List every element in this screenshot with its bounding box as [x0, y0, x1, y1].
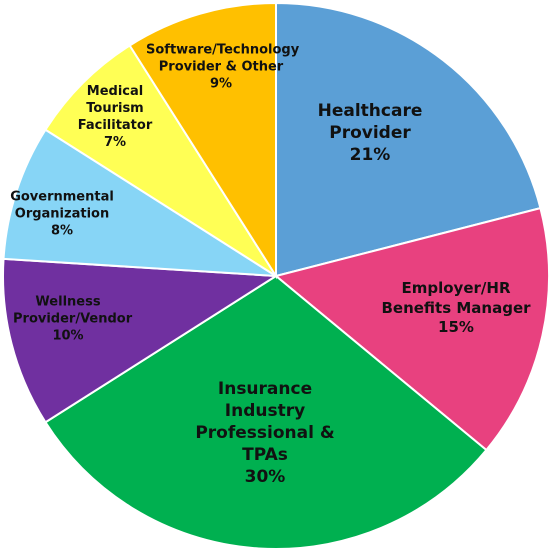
slice-label: Medical Tourism Facilitator 7% — [75, 84, 155, 152]
category-label: Medical Tourism Facilitator — [77, 84, 153, 133]
pie-slice — [44, 274, 488, 550]
pie-slice — [44, 44, 277, 277]
pie-slice — [2, 257, 280, 424]
pie-slice — [2, 128, 277, 277]
value-label: 8% — [50, 223, 74, 239]
category-label: Insurance Industry Professional & TPAs — [195, 378, 335, 466]
value-label: 21% — [349, 145, 391, 166]
slice-label: Governmental Organization 8% — [7, 190, 117, 241]
category-label: Healthcare Provider — [317, 100, 423, 143]
pie-slice — [128, 1, 277, 280]
category-label: Software/Technology Provider & Other — [146, 42, 300, 75]
slice-label: Healthcare Provider 21% — [310, 100, 430, 166]
slice-label: Insurance Industry Professional & TPAs 30… — [195, 378, 335, 488]
pie-slice — [275, 1, 542, 278]
slice-label: Wellness Provider/Vendor 10% — [13, 294, 133, 346]
slice-label: Employer/HR Benefits Manager 15% — [381, 279, 531, 338]
value-label: 10% — [52, 328, 84, 344]
category-label: Governmental Organization — [10, 189, 114, 222]
category-label: Wellness Provider/Vendor — [13, 294, 133, 327]
value-label: 30% — [244, 467, 286, 488]
value-label: 15% — [438, 317, 474, 336]
slice-label: Software/Technology Provider & Other 9% — [146, 42, 300, 94]
category-label: Employer/HR Benefits Manager — [381, 278, 531, 317]
value-label: 7% — [103, 134, 127, 150]
value-label: 9% — [209, 76, 233, 92]
pie-slice — [273, 206, 550, 452]
